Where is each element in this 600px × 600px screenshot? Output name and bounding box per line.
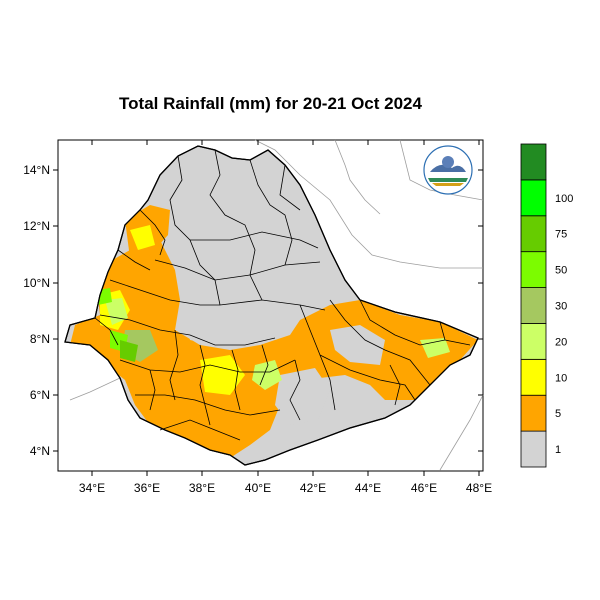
legend-swatch — [520, 143, 547, 181]
ethiopia-outline — [64, 145, 479, 466]
legend-label: 1 — [555, 444, 561, 456]
map-title: Total Rainfall (mm) for 20-21 Oct 2024 — [119, 94, 422, 113]
rain-zone-south-gap — [275, 368, 330, 425]
x-tick-label: 44°E — [355, 481, 381, 495]
y-tick-label: 10°N — [23, 276, 50, 290]
y-axis: 14°N 12°N 10°N 8°N 6°N 4°N — [23, 163, 483, 458]
logo-emblem — [423, 145, 473, 195]
x-tick-label: 36°E — [134, 481, 160, 495]
y-tick-label: 14°N — [23, 163, 50, 177]
legend-swatch — [520, 430, 547, 468]
x-tick-label: 46°E — [411, 481, 437, 495]
legend-swatch — [520, 251, 547, 288]
legend-swatch — [520, 287, 547, 324]
rain-zone-central-gap — [185, 310, 232, 345]
legend-swatch — [520, 358, 547, 396]
legend-swatch — [520, 323, 547, 360]
y-tick-label: 6°N — [30, 388, 50, 402]
rain-zone-lightgreen-3 — [420, 338, 450, 358]
x-tick-label: 48°E — [466, 481, 492, 495]
rain-zone-lightgreen-1 — [105, 298, 128, 325]
legend-label: 5 — [555, 408, 561, 420]
x-tick-label: 42°E — [300, 481, 326, 495]
x-tick-label: 38°E — [189, 481, 215, 495]
legend-swatch — [520, 394, 547, 432]
y-tick-label: 8°N — [30, 332, 50, 346]
rain-zone-darkgreen — [120, 340, 138, 362]
rain-zone-west — [70, 240, 478, 458]
legend-swatch — [520, 215, 547, 253]
rainfall-shading — [70, 205, 478, 458]
rain-zone-lightgreen-2 — [252, 360, 282, 390]
legend-swatch — [520, 179, 547, 217]
legend-label: 100 — [555, 193, 573, 205]
x-tick-label: 34°E — [79, 481, 105, 495]
legend-label: 50 — [555, 265, 567, 277]
legend-label: 30 — [555, 301, 567, 313]
y-tick-label: 12°N — [23, 219, 50, 233]
legend-label: 75 — [555, 229, 567, 241]
neighbour-borders — [69, 139, 484, 471]
rain-zone-yellow-3 — [130, 225, 155, 250]
y-tick-label: 4°N — [30, 444, 50, 458]
admin-boundaries — [94, 149, 471, 441]
rain-zone-east-gap — [330, 325, 385, 365]
x-tick-label: 40°E — [245, 481, 271, 495]
legend-label: 10 — [555, 372, 567, 384]
x-axis: 34°E 36°E 38°E 40°E 42°E 44°E 46°E 48°E — [79, 140, 492, 495]
legend-colorbar: 1 5 10 20 30 50 75 100 — [520, 143, 573, 468]
legend-label: 20 — [555, 336, 567, 348]
